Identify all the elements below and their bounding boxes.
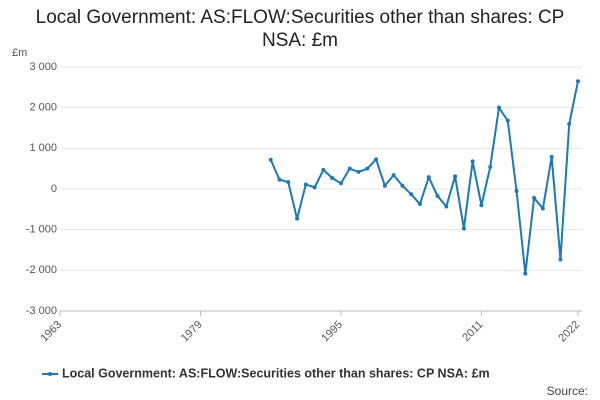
data-point <box>303 182 308 187</box>
x-tick-label: 2011 <box>460 319 485 344</box>
data-point <box>453 174 458 179</box>
data-point <box>426 175 431 180</box>
data-point <box>488 165 493 170</box>
source: Source: <box>547 384 588 398</box>
data-point <box>347 166 352 171</box>
data-point <box>330 176 335 181</box>
data-point <box>268 157 273 162</box>
y-tick-label: -2 000 <box>26 264 57 276</box>
data-point <box>356 169 361 174</box>
x-tick-label: 2022 <box>556 319 582 345</box>
data-point <box>505 118 510 123</box>
data-point <box>374 157 379 162</box>
y-tick-label: 3 000 <box>29 61 57 73</box>
y-tick-label: -3 000 <box>26 305 57 317</box>
data-point <box>532 195 537 200</box>
x-tick-label: 1963 <box>38 319 64 345</box>
data-point <box>365 166 370 171</box>
data-point <box>295 216 300 221</box>
data-point <box>321 167 326 172</box>
data-line <box>269 81 579 274</box>
data-point <box>549 154 554 159</box>
y-tick-label: 2 000 <box>29 102 57 114</box>
data-point <box>312 185 317 190</box>
legend-swatch-dot <box>48 372 52 376</box>
data-point <box>470 159 475 164</box>
y-unit: £m <box>12 47 27 59</box>
data-point <box>576 79 580 84</box>
data-point <box>496 105 501 110</box>
y-tick-label: 0 <box>51 183 57 195</box>
data-point <box>338 181 343 186</box>
data-point <box>461 226 466 231</box>
legend-label: Local Government: AS:FLOW:Securities oth… <box>62 366 490 380</box>
y-tick-label: 1 000 <box>29 142 57 154</box>
chart-title: Local Government: AS:FLOW:Securities oth… <box>35 7 565 51</box>
data-point <box>523 271 528 276</box>
y-tick-label: -1 000 <box>26 224 57 236</box>
data-point <box>540 206 545 211</box>
x-tick-label: 1995 <box>319 319 345 345</box>
data-point <box>382 183 387 188</box>
data-point <box>514 189 519 194</box>
data-point <box>286 180 291 185</box>
data-point <box>558 257 563 262</box>
data-point <box>567 121 572 126</box>
data-point <box>391 173 396 178</box>
data-point <box>435 193 440 198</box>
data-point <box>277 177 282 182</box>
data-point <box>479 203 484 208</box>
data-point <box>417 202 422 207</box>
x-tick-label: 1979 <box>179 319 205 345</box>
data-point <box>400 183 405 188</box>
data-point <box>409 192 414 197</box>
data-point <box>444 204 449 209</box>
